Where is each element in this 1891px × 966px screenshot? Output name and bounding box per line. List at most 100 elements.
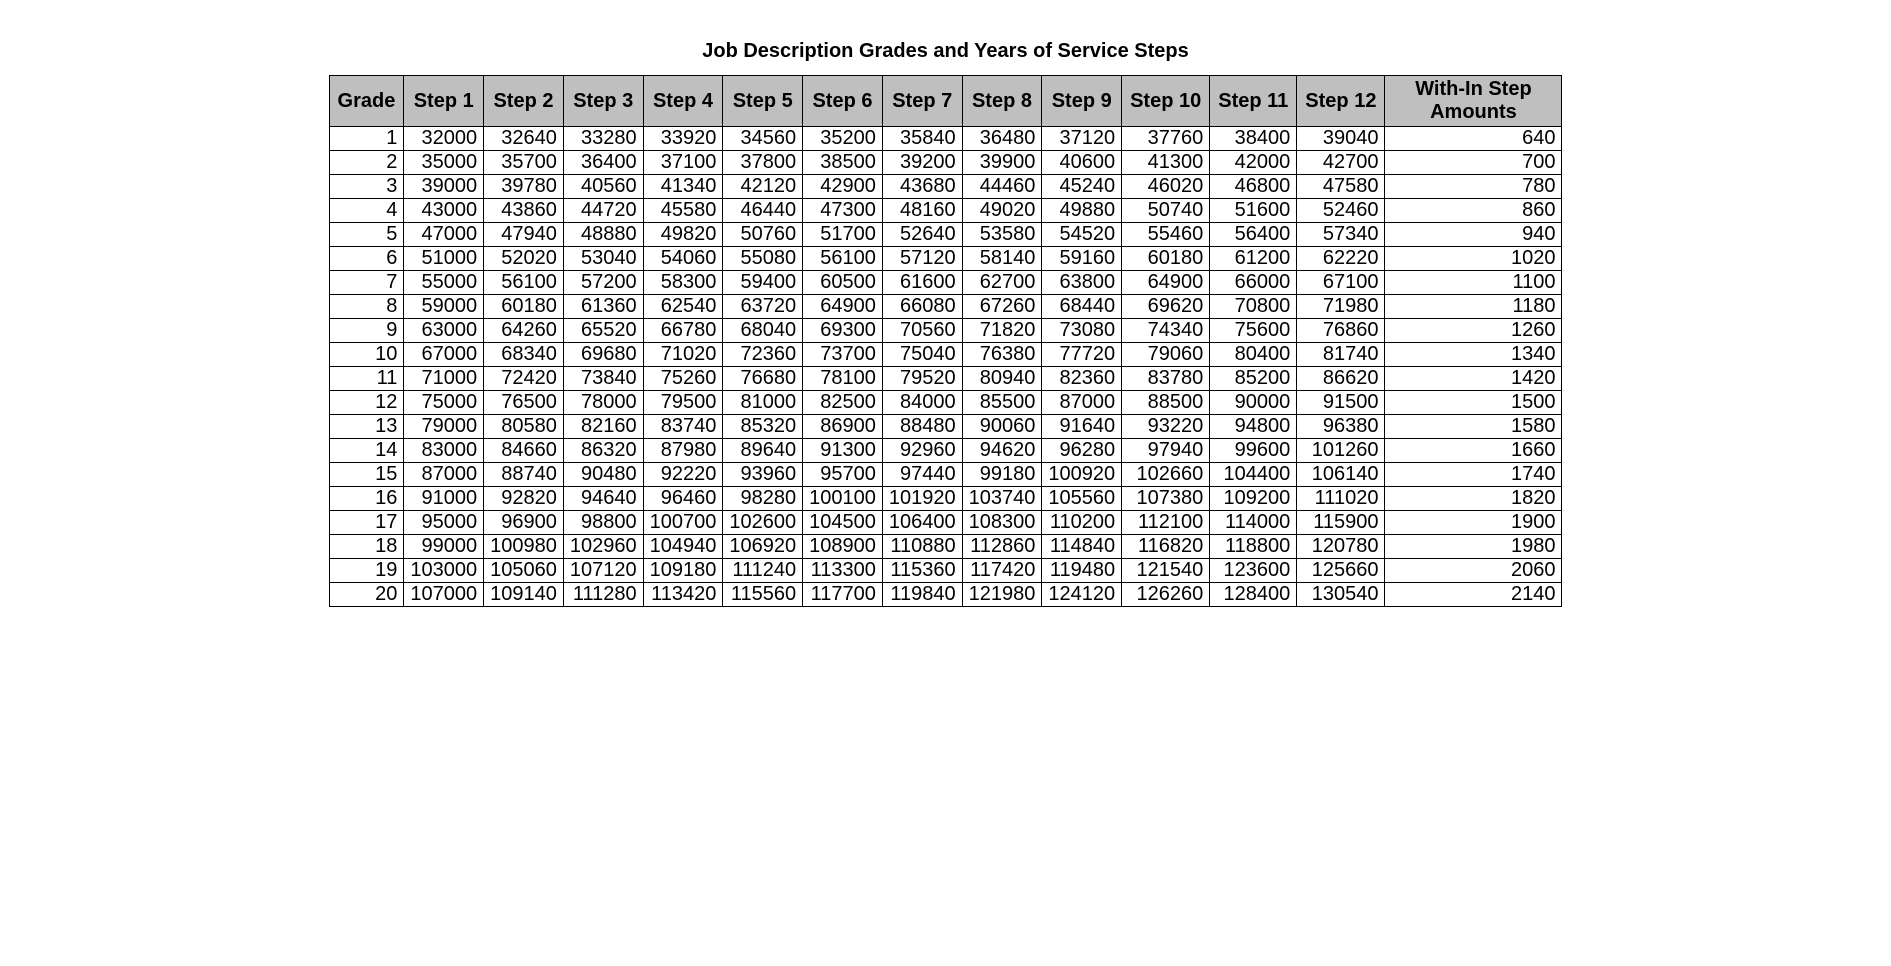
step-cell: 59160 <box>1042 247 1122 271</box>
step-cell: 107380 <box>1122 487 1210 511</box>
step-cell: 48160 <box>882 199 962 223</box>
step-cell: 73700 <box>803 343 883 367</box>
within-step-cell: 1180 <box>1385 295 1562 319</box>
table-row: 6510005202053040540605508056100571205814… <box>329 247 1562 271</box>
step-cell: 46020 <box>1122 175 1210 199</box>
step-cell: 38500 <box>803 151 883 175</box>
step-cell: 54520 <box>1042 223 1122 247</box>
step-cell: 35700 <box>484 151 564 175</box>
step-cell: 57200 <box>563 271 643 295</box>
step-cell: 85200 <box>1210 367 1297 391</box>
step-cell: 44460 <box>962 175 1042 199</box>
step-cell: 92820 <box>484 487 564 511</box>
step-cell: 43860 <box>484 199 564 223</box>
grade-cell: 20 <box>329 583 404 607</box>
step-cell: 82160 <box>563 415 643 439</box>
step-cell: 106400 <box>882 511 962 535</box>
step-cell: 86320 <box>563 439 643 463</box>
within-step-cell: 1260 <box>1385 319 1562 343</box>
step-cell: 48880 <box>563 223 643 247</box>
step-cell: 43000 <box>404 199 484 223</box>
step-cell: 75260 <box>643 367 723 391</box>
table-header: GradeStep 1Step 2Step 3Step 4Step 5Step … <box>329 76 1562 127</box>
step-cell: 65520 <box>563 319 643 343</box>
step-cell: 52460 <box>1297 199 1385 223</box>
step-cell: 72360 <box>723 343 803 367</box>
step-cell: 41300 <box>1122 151 1210 175</box>
within-step-cell: 1420 <box>1385 367 1562 391</box>
step-cell: 96900 <box>484 511 564 535</box>
step-cell: 73840 <box>563 367 643 391</box>
column-header: Step 10 <box>1122 76 1210 127</box>
step-cell: 42700 <box>1297 151 1385 175</box>
column-header: Step 5 <box>723 76 803 127</box>
step-cell: 44720 <box>563 199 643 223</box>
step-cell: 53580 <box>962 223 1042 247</box>
step-cell: 73080 <box>1042 319 1122 343</box>
step-cell: 68340 <box>484 343 564 367</box>
step-cell: 95000 <box>404 511 484 535</box>
step-cell: 58300 <box>643 271 723 295</box>
grade-cell: 1 <box>329 127 404 151</box>
step-cell: 114000 <box>1210 511 1297 535</box>
step-cell: 101260 <box>1297 439 1385 463</box>
step-cell: 100980 <box>484 535 564 559</box>
step-cell: 85320 <box>723 415 803 439</box>
step-cell: 102660 <box>1122 463 1210 487</box>
within-step-cell: 2060 <box>1385 559 1562 583</box>
step-cell: 53040 <box>563 247 643 271</box>
step-cell: 96460 <box>643 487 723 511</box>
step-cell: 33280 <box>563 127 643 151</box>
step-cell: 96280 <box>1042 439 1122 463</box>
step-cell: 87000 <box>1042 391 1122 415</box>
step-cell: 105560 <box>1042 487 1122 511</box>
step-cell: 39200 <box>882 151 962 175</box>
step-cell: 91300 <box>803 439 883 463</box>
step-cell: 130540 <box>1297 583 1385 607</box>
step-cell: 40600 <box>1042 151 1122 175</box>
step-cell: 52020 <box>484 247 564 271</box>
step-cell: 60180 <box>484 295 564 319</box>
step-cell: 115900 <box>1297 511 1385 535</box>
step-cell: 84660 <box>484 439 564 463</box>
step-cell: 58140 <box>962 247 1042 271</box>
step-cell: 112860 <box>962 535 1042 559</box>
grade-cell: 13 <box>329 415 404 439</box>
within-step-cell: 1980 <box>1385 535 1562 559</box>
step-cell: 71980 <box>1297 295 1385 319</box>
step-cell: 74340 <box>1122 319 1210 343</box>
table-row: 9630006426065520667806804069300705607182… <box>329 319 1562 343</box>
within-step-cell: 860 <box>1385 199 1562 223</box>
step-cell: 64260 <box>484 319 564 343</box>
step-cell: 76500 <box>484 391 564 415</box>
table-row: 2350003570036400371003780038500392003990… <box>329 151 1562 175</box>
within-step-cell: 1820 <box>1385 487 1562 511</box>
step-cell: 111020 <box>1297 487 1385 511</box>
step-cell: 98280 <box>723 487 803 511</box>
table-row: 4430004386044720455804644047300481604902… <box>329 199 1562 223</box>
step-cell: 91640 <box>1042 415 1122 439</box>
table-row: 1379000805808216083740853208690088480900… <box>329 415 1562 439</box>
step-cell: 66780 <box>643 319 723 343</box>
grade-cell: 2 <box>329 151 404 175</box>
step-cell: 42000 <box>1210 151 1297 175</box>
step-cell: 61360 <box>563 295 643 319</box>
table-row: 1171000724207384075260766807810079520809… <box>329 367 1562 391</box>
table-row: 1910300010506010712010918011124011330011… <box>329 559 1562 583</box>
step-cell: 126260 <box>1122 583 1210 607</box>
step-cell: 123600 <box>1210 559 1297 583</box>
step-cell: 99180 <box>962 463 1042 487</box>
step-cell: 46440 <box>723 199 803 223</box>
step-cell: 76680 <box>723 367 803 391</box>
step-cell: 87000 <box>404 463 484 487</box>
grade-cell: 12 <box>329 391 404 415</box>
table-row: 1067000683406968071020723607370075040763… <box>329 343 1562 367</box>
step-cell: 102600 <box>723 511 803 535</box>
step-cell: 121540 <box>1122 559 1210 583</box>
step-cell: 51600 <box>1210 199 1297 223</box>
grade-cell: 10 <box>329 343 404 367</box>
step-cell: 100100 <box>803 487 883 511</box>
column-header: Step 2 <box>484 76 564 127</box>
step-cell: 76860 <box>1297 319 1385 343</box>
step-cell: 33920 <box>643 127 723 151</box>
